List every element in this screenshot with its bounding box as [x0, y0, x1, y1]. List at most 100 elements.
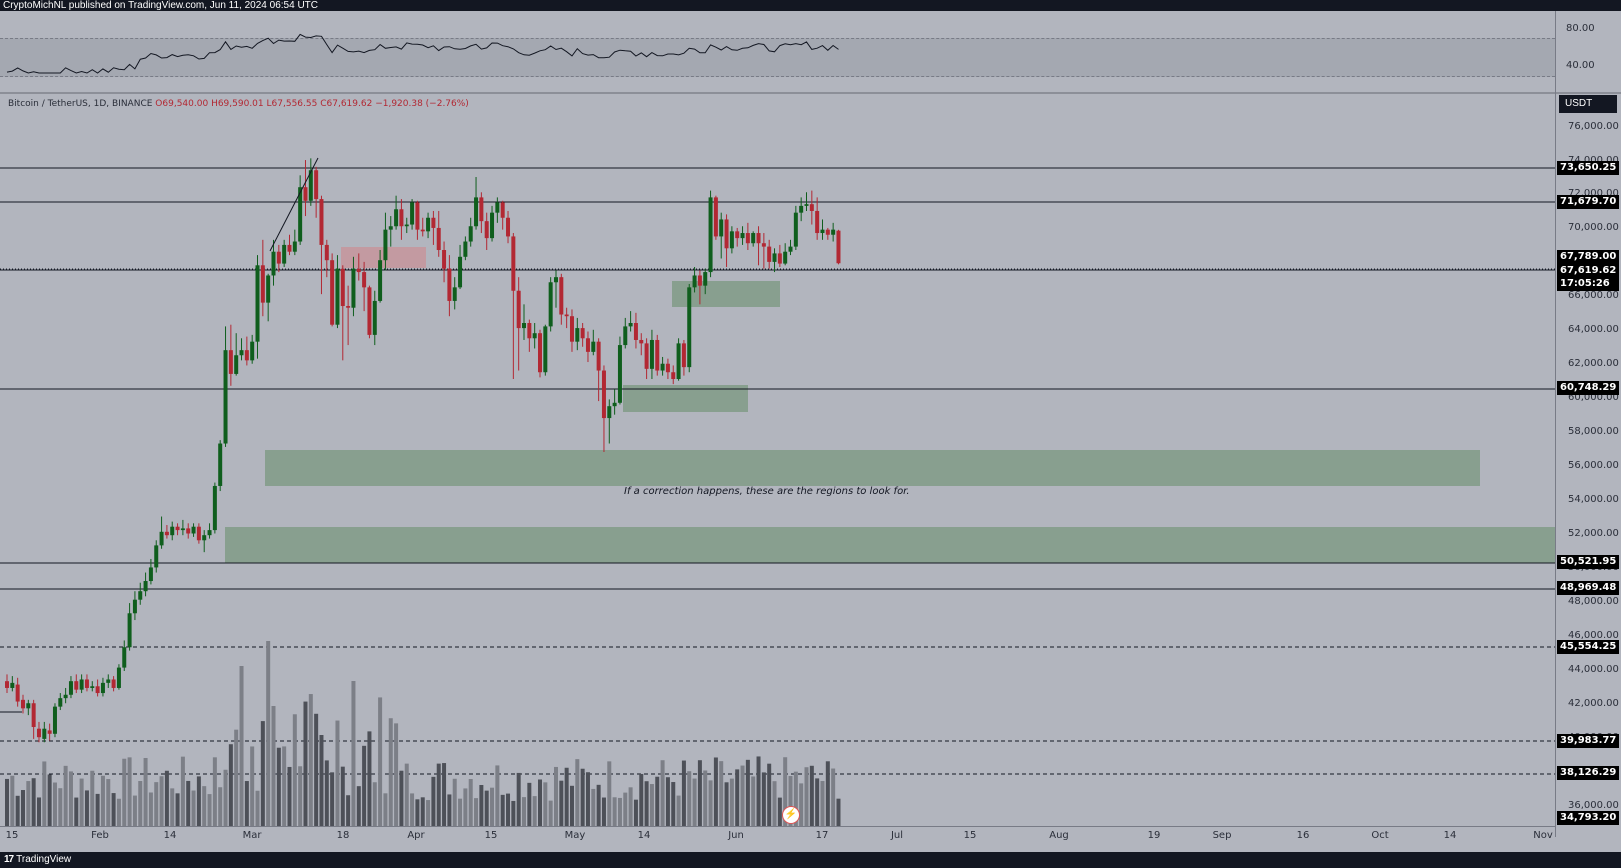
candle-body: [729, 231, 734, 249]
candle-body: [559, 277, 564, 315]
candle-body: [692, 275, 697, 288]
candle-body: [127, 613, 132, 648]
high-value: H69,590.01: [211, 99, 264, 109]
candle-body: [228, 350, 233, 374]
candle-body: [708, 197, 713, 273]
volume-bar: [319, 735, 324, 826]
candle-body: [207, 530, 212, 536]
time-axis[interactable]: [0, 826, 1555, 853]
volume-bar: [5, 778, 9, 826]
candle-body: [20, 699, 25, 709]
time-tick: 14: [637, 830, 651, 841]
candle-body: [815, 210, 820, 234]
candle-body: [745, 233, 750, 244]
candle-body: [383, 229, 388, 261]
candle-body: [116, 667, 121, 688]
candle-body: [543, 326, 548, 373]
candle-body: [553, 277, 558, 283]
volume-bar: [831, 768, 836, 826]
tradingview-logo-icon: 17: [4, 854, 14, 865]
volume-bar: [522, 797, 527, 826]
candle-body: [52, 706, 57, 734]
price-tick: 60,000.00: [1568, 392, 1619, 403]
candle-body: [628, 323, 633, 327]
rsi-pane[interactable]: [0, 11, 1555, 93]
price-tick: 74,000.00: [1568, 155, 1619, 166]
candle-body: [223, 350, 228, 444]
price-axis[interactable]: [1555, 11, 1621, 837]
currency-button[interactable]: USDT: [1559, 95, 1617, 113]
volume-bar: [724, 782, 729, 826]
price-tick: 54,000.00: [1568, 494, 1619, 505]
candle-body: [335, 268, 340, 325]
volume-bar: [234, 729, 239, 826]
time-tick: 15: [963, 830, 977, 841]
volume-bar: [95, 793, 100, 826]
volume-bar: [308, 694, 313, 826]
volume-bar: [287, 766, 292, 826]
volume-bar: [468, 779, 473, 826]
candle-body: [404, 224, 409, 227]
candle-body: [84, 679, 89, 688]
demand-zone-3[interactable]: [265, 450, 1480, 486]
candle-body: [15, 684, 20, 702]
candle-body: [761, 243, 766, 247]
volume-bar: [154, 782, 159, 826]
volume-bar: [84, 790, 89, 826]
candle-body: [713, 197, 718, 237]
candle-body: [836, 230, 841, 264]
candle-body: [191, 526, 196, 534]
candle-body: [58, 698, 63, 707]
candle-body: [244, 350, 249, 361]
candlestick-chart[interactable]: [0, 0, 1555, 868]
volume-bar: [596, 784, 601, 826]
volume-bar: [708, 780, 713, 826]
volume-bar: [180, 756, 185, 826]
volume-bar: [276, 747, 281, 826]
volume-bar: [255, 790, 260, 826]
candle-body: [143, 581, 148, 592]
candle-body: [159, 531, 164, 546]
volume-bar: [783, 757, 788, 826]
volume-bar: [490, 787, 495, 826]
volume-bar: [559, 780, 564, 826]
candle-body: [346, 306, 351, 308]
candle-body: [351, 268, 356, 308]
candle-body: [372, 300, 377, 335]
volume-bar: [335, 720, 340, 826]
candle-body: [122, 647, 127, 668]
candle-body: [447, 268, 452, 301]
candle-body: [426, 217, 431, 232]
volume-bar: [538, 779, 542, 826]
candle-body: [633, 323, 638, 340]
volume-bar: [671, 782, 676, 826]
volume-bar: [143, 757, 148, 826]
candle-body: [138, 591, 143, 600]
volume-bar: [532, 796, 537, 826]
candle-body: [319, 199, 324, 245]
candle-body: [175, 526, 180, 531]
volume-bar: [756, 756, 761, 826]
volume-bar: [564, 767, 569, 826]
volume-bar: [612, 797, 617, 826]
candle-body: [612, 402, 617, 407]
volume-bar: [516, 772, 521, 826]
demand-zone-4[interactable]: [225, 527, 1555, 563]
candle-body: [617, 345, 622, 403]
bar-countdown: 17:05:26: [1560, 278, 1610, 289]
volume-bar: [633, 799, 638, 826]
replay-icon[interactable]: ⚡: [782, 806, 800, 824]
volume-bar: [362, 745, 367, 826]
candle-body: [463, 241, 468, 257]
candle-body: [234, 355, 239, 374]
volume-bar: [324, 760, 329, 826]
rsi-band: [0, 38, 1555, 77]
symbol-name: Bitcoin / TetherUS, 1D, BINANCE: [8, 99, 153, 109]
volume-bar: [585, 772, 590, 826]
price-tick: 56,000.00: [1568, 460, 1619, 471]
volume-bar: [191, 790, 196, 826]
candle-body: [767, 246, 772, 262]
pane-separator[interactable]: [0, 92, 1621, 94]
volume-bar: [703, 770, 708, 826]
candle-body: [538, 333, 542, 373]
